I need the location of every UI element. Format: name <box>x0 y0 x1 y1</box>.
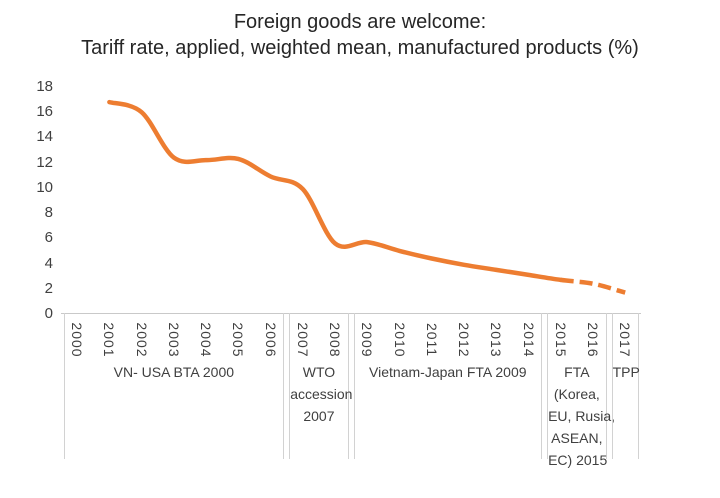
tariff-line-dashed-projection <box>560 277 626 295</box>
group-cell: Vietnam-Japan FTA 2009 <box>353 313 542 459</box>
group-label: VN- USA BTA 2000 <box>113 364 235 380</box>
y-tick-label: 18 <box>36 78 53 95</box>
y-tick-label: 10 <box>36 178 53 196</box>
y-tick-label: 0 <box>44 305 53 322</box>
group-label: Vietnam-Japan FTA 2009 <box>369 364 527 380</box>
y-tick-label: 12 <box>36 153 53 171</box>
tariff-line-solid <box>107 99 563 283</box>
group-cell: TPP <box>611 313 640 459</box>
y-tick-label: 8 <box>44 204 53 222</box>
chart-title-block: Foreign goods are welcome: Tariff rate, … <box>0 9 720 61</box>
chart-subtitle: Tariff rate, applied, weighted mean, man… <box>81 37 639 59</box>
group-label: FTA (Korea, EU, Rusia, ASEAN, EC) 2015 <box>548 364 616 468</box>
group-label: WTO accession 2007 <box>290 364 353 424</box>
group-cell: FTA (Korea, EU, Rusia, ASEAN, EC) 2015 <box>547 313 615 468</box>
group-cell: WTO accession 2007 <box>289 313 353 459</box>
y-tick-label: 4 <box>44 254 53 272</box>
group-label: TPP <box>612 364 640 380</box>
x-axis-line <box>61 313 642 314</box>
y-tick-label: 16 <box>36 103 53 121</box>
y-tick-label: 14 <box>36 128 53 146</box>
y-tick-label: 2 <box>44 279 53 297</box>
y-tick-label: 6 <box>44 229 53 247</box>
chart-title: Foreign goods are welcome: <box>233 11 487 33</box>
group-cell: VN- USA BTA 2000 <box>63 313 285 459</box>
